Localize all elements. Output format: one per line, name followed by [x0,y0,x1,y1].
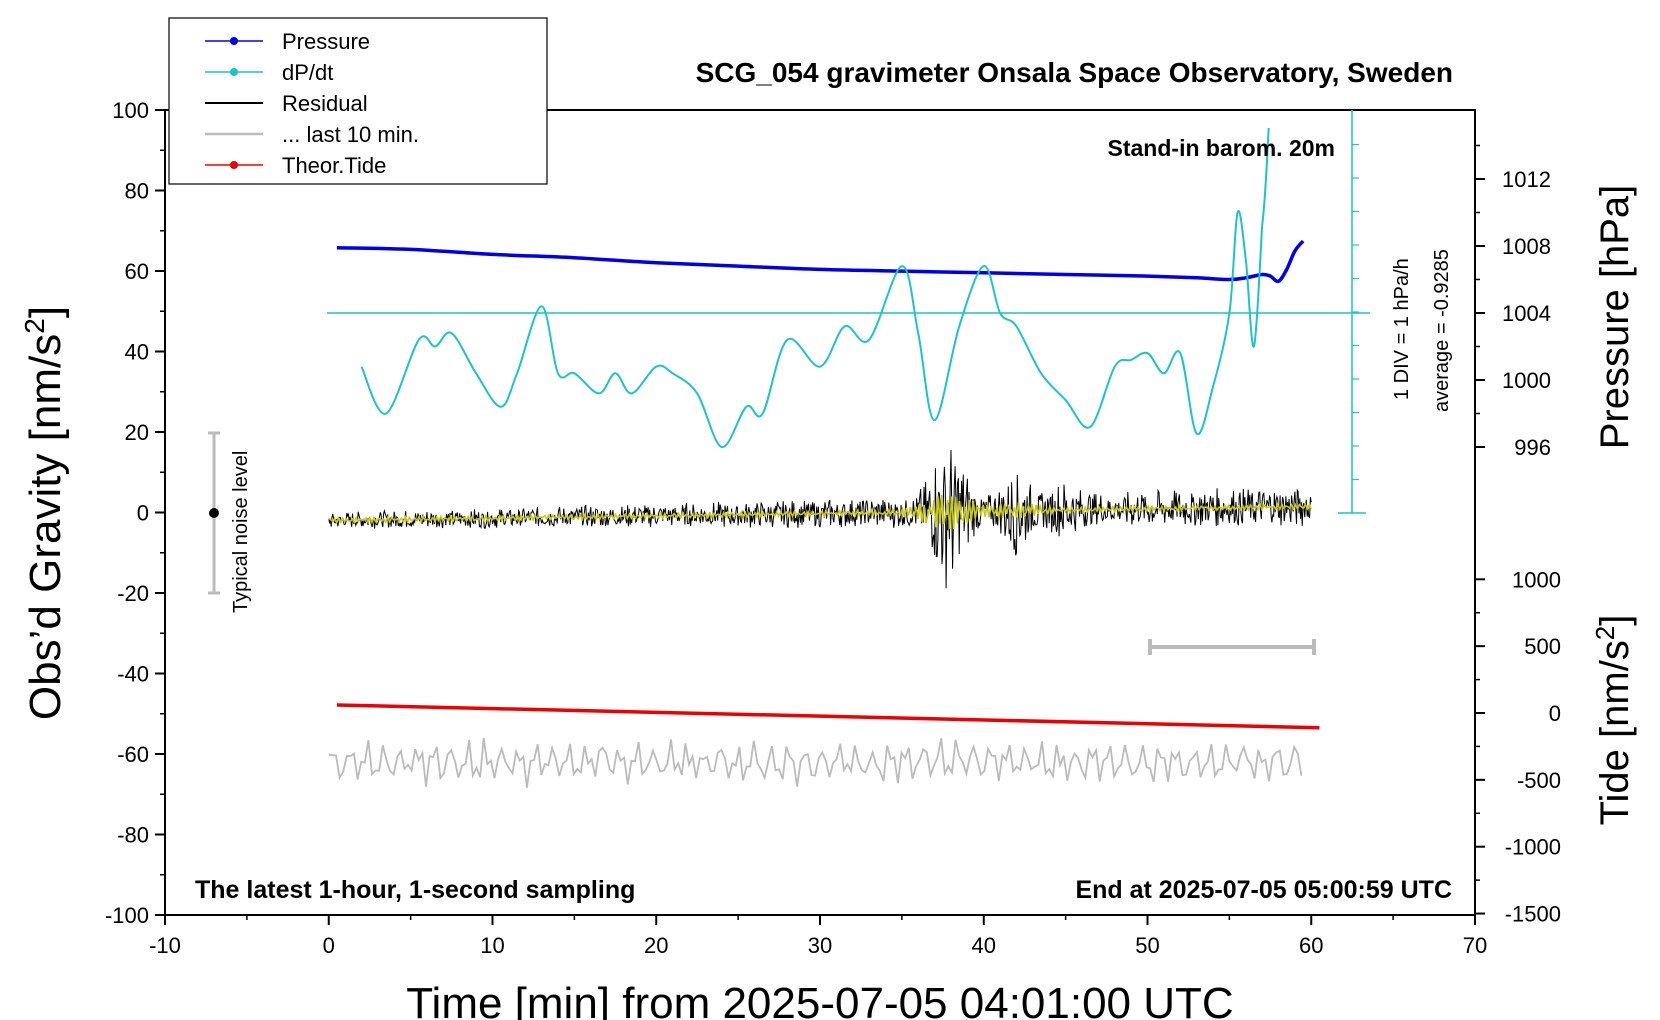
y-axis-tide-title: Tide [nm/s2] [1590,615,1637,826]
legend-box [168,17,548,185]
x-tick-label: 70 [1463,933,1487,958]
y-left-tick-label: -20 [117,581,149,606]
y-left-tick-label: -80 [117,823,149,848]
tide-tick-label: -500 [1517,768,1561,793]
pressure-tick-label: 1012 [1502,167,1551,192]
x-tick-label: 0 [323,933,335,958]
theor-tide-line [336,703,1320,730]
legend-swatch-marker [230,161,238,169]
pressure-tick-label: 1008 [1502,234,1551,259]
y-left-tick-label: 0 [137,501,149,526]
legend-swatch-marker [230,68,238,76]
x-tick-label: -10 [149,933,181,958]
axis-ticks [155,109,1485,925]
series-layer [328,127,1320,788]
x-tick-label: 50 [1135,933,1159,958]
legend-label: ... last 10 min. [282,122,419,147]
y-axis-pressure-title: Pressure [hPa] [1593,185,1637,450]
average-note: average = -0.9285 [1431,249,1453,412]
pressure-line [336,239,1305,284]
last-10-min-range-bar [1148,639,1316,655]
legend: Pressure dP/dt Residual ... last 10 min. The… [168,17,548,185]
x-tick-label: 60 [1299,933,1323,958]
pressure-tick-label: 996 [1514,435,1551,460]
noise-level-bar [208,431,220,595]
dpdt-line [360,210,1264,448]
barometer-note: Stand-in barom. 20m [1108,135,1335,161]
y-left-tick-label: 40 [125,340,149,365]
residual-line [328,449,1312,589]
legend-label: dP/dt [282,60,333,85]
tide-tick-label: -1500 [1505,902,1561,927]
y-left-tick-label: -40 [117,662,149,687]
residual-smoothed-line [328,495,1312,530]
period-note: The latest 1-hour, 1-second sampling [195,876,635,904]
legend-label: Pressure [282,29,370,54]
last-10-min-line [328,737,1303,788]
legend-swatch-marker [230,37,238,45]
tide-tick-label: 500 [1524,634,1561,659]
x-tick-label: 30 [808,933,832,958]
dpdt-scale-bar [327,110,1370,514]
y-left-tick-label: 80 [125,179,149,204]
pressure-tick-label: 1000 [1502,368,1551,393]
chart-title: SCG_054 gravimeter Onsala Space Observat… [696,57,1453,88]
y-left-tick-label: 20 [125,420,149,445]
y-left-tick-label: 100 [112,98,149,123]
tide-tick-label: 1000 [1512,567,1561,592]
end-time-note: End at 2025-07-05 05:00:59 UTC [1075,876,1452,904]
x-axis-title: Time [min] from 2025-07-05 04:01:00 UTC [406,979,1233,1020]
y-left-tick-label: 60 [125,259,149,284]
legend-items: Pressure dP/dt Residual ... last 10 min. The… [205,29,419,178]
tide-tick-label: -1000 [1505,835,1561,860]
tide-tick-label: 0 [1549,701,1561,726]
y-left-tick-label: -100 [105,903,149,928]
pressure-tick-label: 1004 [1502,301,1551,326]
div-scale-note: 1 DIV = 1 hPa/h [1391,258,1413,400]
axis-tick-labels: -10 0 10 20 30 40 50 60 70100806040200-20-40-60-… [105,98,1561,958]
legend-label: Residual [282,91,368,116]
x-tick-label: 10 [480,933,504,958]
y-left-tick-label: -60 [117,742,149,767]
x-tick-label: 20 [644,933,668,958]
dpdt-spike [1261,127,1270,227]
noise-level-label: Typical noise level [230,451,252,613]
x-tick-label: 40 [972,933,996,958]
legend-label: Theor.Tide [282,153,386,178]
y-axis-left-title: Obs’d Gravity [nm/s2] [19,306,70,720]
